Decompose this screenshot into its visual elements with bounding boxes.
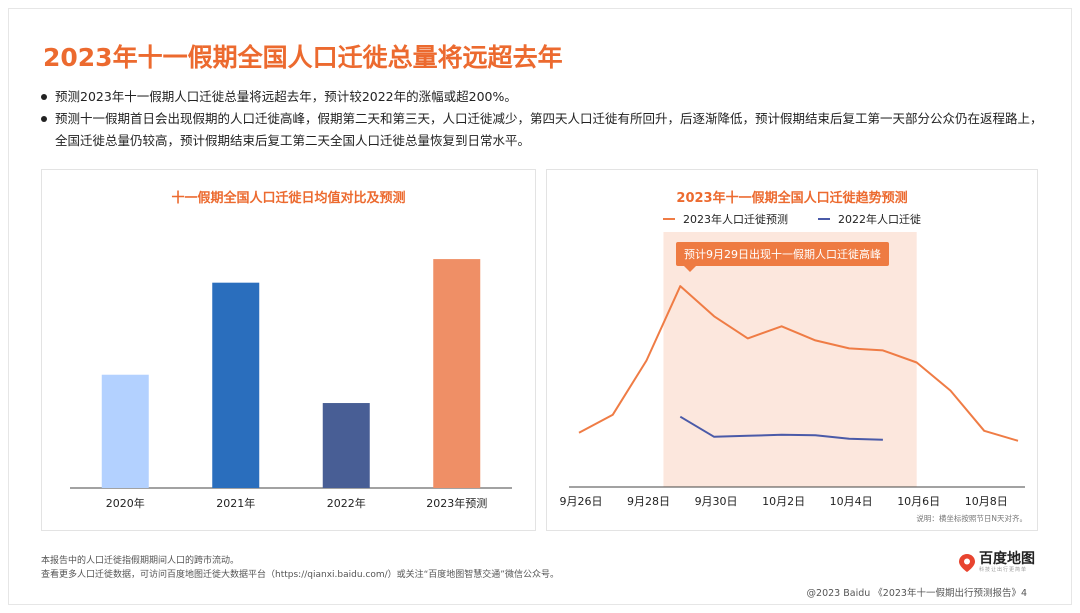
x-tick-label: 9月26日	[560, 495, 603, 508]
line-chart: 9月26日 9月28日 9月30日 10月2日 10月4日 10月6日 10月8日	[560, 232, 1025, 508]
bar	[433, 259, 481, 488]
bar-chart-title: 十一假期全国人口迁徙日均值对比及预测	[171, 191, 406, 206]
page-title: 2023年十一假期全国人口迁徙总量将远超去年	[43, 43, 563, 72]
x-tick-label: 9月30日	[695, 495, 738, 508]
peak-annotation: 预计9月29日出现十一假期人口迁徙高峰	[676, 242, 889, 272]
holiday-highlight	[663, 232, 917, 487]
bullet-item: 预测2023年十一假期人口迁徙总量将远超去年，预计较2022年的涨幅或超200%…	[41, 86, 1051, 108]
slide: 2023年十一假期全国人口迁徙总量将远超去年 预测2023年十一假期人口迁徙总量…	[8, 8, 1072, 605]
x-tick-label: 2022年	[327, 496, 366, 510]
legend-swatch-2023	[663, 218, 675, 220]
x-tick-label: 2021年	[216, 496, 255, 510]
footnote-line: 本报告中的人口迁徙指假期期间人口的跨市流动。	[41, 556, 240, 566]
bar	[101, 374, 149, 488]
legend-label-2022: 2022年人口迁徙	[838, 213, 921, 226]
line-chart-title: 2023年十一假期全国人口迁徙趋势预测	[676, 191, 908, 206]
series-line-2023	[578, 285, 1019, 442]
legend-item: 2022年人口迁徙	[818, 211, 921, 227]
chart-note: 说明：横坐标按照节日N天对齐。	[916, 514, 1027, 523]
map-pin-icon	[959, 553, 975, 572]
x-tick-label: 10月4日	[830, 495, 873, 508]
x-tick-label: 2020年	[106, 496, 145, 510]
line-chart-panel: 2023年十一假期全国人口迁徙趋势预测 9月26日 9月28日 9月30日 10月2日…	[546, 169, 1038, 531]
x-tick-label: 10月8日	[965, 495, 1008, 508]
bullet-list: 预测2023年十一假期人口迁徙总量将远超去年，预计较2022年的涨幅或超200%…	[41, 86, 1051, 152]
logo-subtext: 科技让出行更简单	[979, 567, 1028, 573]
legend-swatch-2022	[818, 218, 830, 220]
bar	[322, 403, 370, 488]
baidu-map-logo: 百度地图 科技让出行更简单	[959, 552, 1035, 573]
bar-chart-panel: 十一假期全国人口迁徙日均值对比及预测 2020年 2021年 2022年 2023年预…	[41, 169, 536, 531]
x-tick-label: 10月2日	[762, 495, 805, 508]
legend-item: 2023年人口迁徙预测	[663, 211, 788, 227]
line-chart-legend: 2023年人口迁徙预测 2022年人口迁徙	[547, 211, 1037, 227]
x-tick-label: 10月6日	[897, 495, 940, 508]
footnote: 本报告中的人口迁徙指假期期间人口的跨市流动。 查看更多人口迁徙数据，可访问百度地…	[41, 554, 559, 582]
legend-label-2023: 2023年人口迁徙预测	[683, 213, 788, 226]
series-line-2022	[679, 415, 883, 441]
logo-text: 百度地图	[979, 551, 1035, 567]
bar-chart: 2020年 2021年 2022年 2023年预测	[70, 259, 512, 510]
footnote-line: 查看更多人口迁徙数据，可访问百度地图迁徙大数据平台（https://qianxi…	[41, 570, 559, 580]
x-tick-label: 9月28日	[627, 495, 670, 508]
copyright: @2023 Baidu 《2023年十一假期出行预测报告》4	[806, 588, 1027, 599]
bullet-item: 预测十一假期首日会出现假期的人口迁徙高峰，假期第二天和第三天，人口迁徙减少，第四…	[41, 108, 1051, 152]
x-tick-label: 2023年预测	[426, 496, 487, 510]
bar	[212, 282, 260, 488]
